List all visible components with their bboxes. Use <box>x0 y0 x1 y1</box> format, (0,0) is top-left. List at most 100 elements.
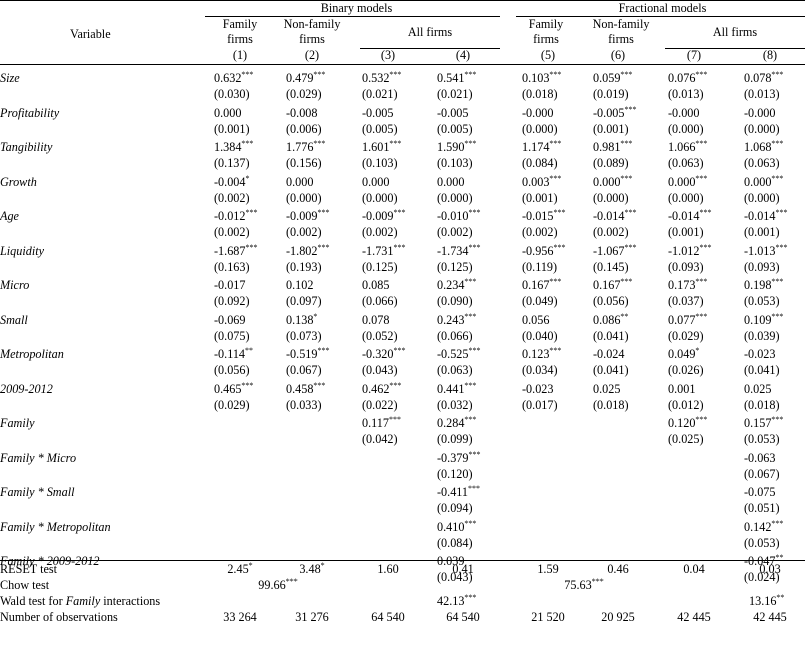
se-cell: (0.041) <box>593 363 629 377</box>
coef-value: 0.077 <box>668 313 696 327</box>
significance-stars: *** <box>695 174 708 183</box>
coef-cell: -0.005 <box>437 106 468 120</box>
observations-label: Number of observations <box>0 610 118 624</box>
coef-value: 0.234 <box>437 278 465 292</box>
se-cell: (0.001) <box>668 225 704 239</box>
reset-test-value: 2.45* <box>210 562 270 577</box>
observations-value: 20 925 <box>601 610 635 624</box>
coef-cell: 0.981*** <box>593 140 632 155</box>
se-cell: (0.092) <box>214 294 250 308</box>
col-number-6: (6) <box>610 48 626 62</box>
stat-value: 13.16 <box>749 594 777 608</box>
coef-value: 0.120 <box>668 416 696 430</box>
coef-value: -0.014 <box>668 209 700 223</box>
coef-value: -0.023 <box>744 347 776 361</box>
se-cell: (0.093) <box>668 260 704 274</box>
significance-stars: *** <box>591 577 604 586</box>
coef-cell: 0.117*** <box>362 416 401 431</box>
se-cell: (0.053) <box>744 536 780 550</box>
row-variable-name: Tangibility <box>0 140 53 154</box>
coef-value: 0.198 <box>744 278 772 292</box>
col1-label: Family firms <box>222 17 258 46</box>
se-cell: (0.043) <box>362 363 398 377</box>
coef-value: 0.000 <box>362 175 390 189</box>
coef-value: -0.000 <box>668 106 700 120</box>
coef-cell: -1.067*** <box>593 244 636 259</box>
se-cell: (0.002) <box>214 191 250 205</box>
significance-stars: *** <box>393 346 406 355</box>
significance-stars: *** <box>464 381 477 390</box>
coef-cell: 0.102 <box>286 278 313 292</box>
significance-stars: *** <box>699 208 712 217</box>
coef-value: 0.049 <box>668 347 696 361</box>
significance-stars: *** <box>393 208 406 217</box>
coef-value: 0.167 <box>522 278 550 292</box>
coef-cell: -1.802*** <box>286 243 330 259</box>
row-variable-name: Family * Micro <box>0 451 77 465</box>
coef-cell: 0.003*** <box>522 175 561 190</box>
coef-value: 0.039 <box>437 554 465 568</box>
significance-stars: * <box>245 174 250 183</box>
chow-test-binary: 99.66*** <box>238 578 318 593</box>
significance-stars: * <box>320 561 325 570</box>
se-cell: (0.029) <box>286 87 322 101</box>
significance-stars: *** <box>553 243 566 252</box>
reset-test-value: 3.48* <box>282 561 342 577</box>
significance-stars: *** <box>389 381 402 390</box>
coef-value: -0.009 <box>286 209 318 223</box>
fractional-underline <box>516 16 805 17</box>
coef-value: 0.123 <box>522 347 550 361</box>
coef-cell: -0.063 <box>744 451 775 465</box>
se-cell: (0.013) <box>744 87 780 101</box>
stat-value: 0.41 <box>452 562 474 576</box>
coef-cell: 0.167*** <box>593 278 632 293</box>
coef-value: 0.103 <box>522 71 550 85</box>
coef-value: 0.086 <box>593 313 621 327</box>
row-variable-name: 2009-2012 <box>0 382 53 396</box>
se-cell: (0.021) <box>362 87 398 101</box>
coef-value: 0.025 <box>593 382 621 396</box>
coef-value: 0.441 <box>437 382 465 396</box>
coef-cell: 0.078 <box>362 313 389 327</box>
significance-stars: *** <box>549 346 562 355</box>
coef-value: -0.114 <box>214 347 246 361</box>
significance-stars: *** <box>549 277 562 286</box>
significance-stars: *** <box>317 243 330 252</box>
coef-cell: 0.410*** <box>437 520 476 535</box>
se-cell: (0.002) <box>522 225 558 239</box>
coef-cell: -0.956*** <box>522 243 566 259</box>
coef-value: 0.102 <box>286 278 314 292</box>
coef-cell: 0.076*** <box>668 71 707 86</box>
se-cell: (0.103) <box>362 156 398 170</box>
coef-value: 0.109 <box>744 313 772 327</box>
coef-value: -0.014 <box>744 209 776 223</box>
observations-value: 42 445 <box>677 610 711 624</box>
stat-value: 99.66 <box>258 578 286 592</box>
se-cell: (0.002) <box>437 225 473 239</box>
significance-stars: *** <box>468 243 481 252</box>
row-variable-name: Family <box>0 416 35 430</box>
coef-value: 0.000 <box>744 175 772 189</box>
se-cell: (0.001) <box>744 225 780 239</box>
coef-cell: 0.142*** <box>744 520 783 535</box>
se-cell: (0.021) <box>437 87 473 101</box>
coef-cell: -0.015*** <box>522 209 565 224</box>
coef-value: -0.017 <box>214 278 246 292</box>
coef-value: -0.008 <box>286 106 318 120</box>
se-cell: (0.063) <box>668 156 704 170</box>
coef-cell: -0.023 <box>522 382 553 396</box>
se-cell: (0.094) <box>437 501 473 515</box>
coef-value: -0.009 <box>362 209 394 223</box>
coef-cell: 0.000 <box>286 175 313 189</box>
stat-value: 0.04 <box>683 562 705 576</box>
se-cell: (0.034) <box>522 363 558 377</box>
se-cell: (0.093) <box>744 260 780 274</box>
coef-cell: -0.525*** <box>437 347 480 362</box>
significance-stars: *** <box>771 415 784 424</box>
footer-rule <box>0 560 805 561</box>
coef-value: 0.001 <box>668 382 696 396</box>
stat-value: 3.48 <box>299 562 321 576</box>
se-cell: (0.120) <box>437 467 473 481</box>
all-firms-binary-underline <box>360 48 500 49</box>
coef-value: 0.085 <box>362 278 390 292</box>
